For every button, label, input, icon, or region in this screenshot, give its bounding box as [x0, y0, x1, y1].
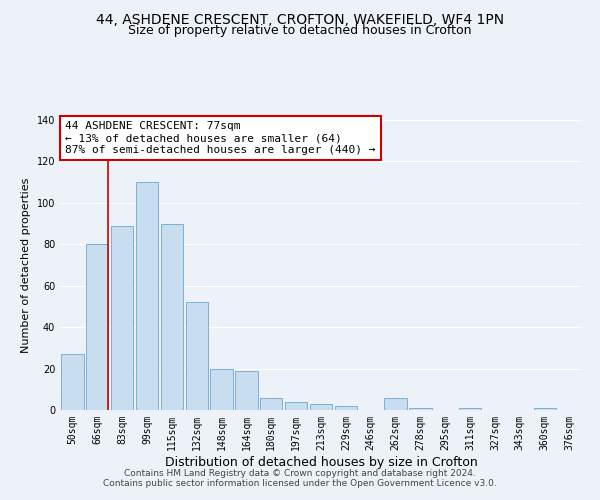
Bar — [285, 402, 307, 410]
Bar — [111, 226, 133, 410]
Bar — [161, 224, 183, 410]
Bar — [211, 368, 233, 410]
Text: Contains HM Land Registry data © Crown copyright and database right 2024.: Contains HM Land Registry data © Crown c… — [124, 468, 476, 477]
Bar — [335, 406, 357, 410]
Text: Size of property relative to detached houses in Crofton: Size of property relative to detached ho… — [128, 24, 472, 37]
Bar — [533, 408, 556, 410]
X-axis label: Distribution of detached houses by size in Crofton: Distribution of detached houses by size … — [164, 456, 478, 468]
Bar — [260, 398, 283, 410]
Bar — [61, 354, 83, 410]
Y-axis label: Number of detached properties: Number of detached properties — [21, 178, 31, 352]
Bar — [459, 408, 481, 410]
Bar — [185, 302, 208, 410]
Bar — [310, 404, 332, 410]
Text: 44 ASHDENE CRESCENT: 77sqm
← 13% of detached houses are smaller (64)
87% of semi: 44 ASHDENE CRESCENT: 77sqm ← 13% of deta… — [65, 122, 376, 154]
Bar — [409, 408, 431, 410]
Text: Contains public sector information licensed under the Open Government Licence v3: Contains public sector information licen… — [103, 478, 497, 488]
Bar — [235, 370, 257, 410]
Bar — [385, 398, 407, 410]
Text: 44, ASHDENE CRESCENT, CROFTON, WAKEFIELD, WF4 1PN: 44, ASHDENE CRESCENT, CROFTON, WAKEFIELD… — [96, 12, 504, 26]
Bar — [136, 182, 158, 410]
Bar — [86, 244, 109, 410]
